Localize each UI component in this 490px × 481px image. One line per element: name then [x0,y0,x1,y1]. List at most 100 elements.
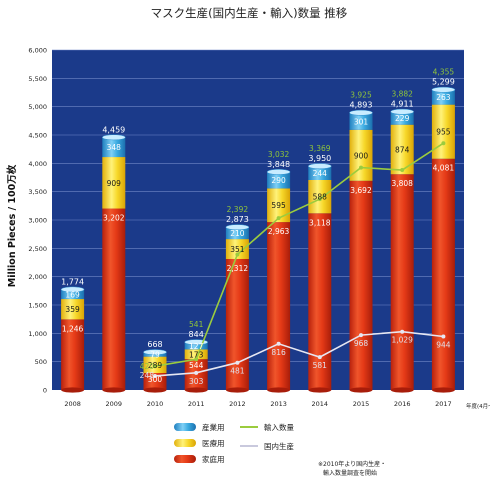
bar-medical [390,124,414,175]
label-industrial: 244 [313,169,328,178]
bar-industrial [184,342,208,350]
y-axis-label: Million Pieces / 100万枚 [6,164,18,287]
label-domestic: 481 [230,367,245,376]
label-domestic: 968 [354,339,369,348]
bar-base [102,387,126,393]
import-point [194,357,199,362]
bar-cap [390,108,414,115]
bar-medical [61,299,85,320]
x-tick-label: 2009 [106,400,123,408]
bar-household [225,258,249,390]
y-tick-label: 5,000 [28,103,47,111]
legend-swatch-household [174,455,196,463]
label-medical: 900 [354,151,369,160]
label-total: 4,893 [350,101,373,110]
label-import: 3,032 [268,150,290,159]
label-import: 3,882 [391,90,413,99]
x-axis-ticks: 2008 2009 2010 2011 2012 2013 2014 2015 2016 2017 [64,400,451,408]
import-point [153,364,157,369]
bar-medical [431,104,455,159]
domestic-point [359,333,363,338]
bar-industrial [390,111,414,125]
bar-household [349,180,373,390]
legend-label-household: 家庭用 [202,454,225,464]
label-domestic: 581 [313,361,328,370]
bar-base [349,387,373,393]
label-medical: 955 [436,128,451,137]
y-tick-label: 0 [43,387,47,395]
x-unit-note: 年度(4月～3月) [466,402,490,410]
y-axis-ticks: 0 500 1,000 1,500 2,000 2,500 3,000 3,500 4,000 4… [28,47,47,395]
y-tick-label: 6,000 [28,47,47,55]
label-import: 541 [189,320,204,329]
label-domestic: 1,029 [391,336,413,345]
bar-household [308,213,332,390]
domestic-point [235,360,240,365]
label-medical: 359 [65,305,80,314]
label-industrial: 290 [271,176,286,185]
domestic-line [154,330,444,377]
bar-medical [102,157,126,209]
label-medical: 909 [107,179,122,188]
label-total: 844 [189,330,204,339]
footnote-line-2: 輸入数量調査を開始 [323,469,377,477]
bar-cap [225,224,250,231]
label-total: 668 [147,340,162,349]
label-industrial: 210 [230,229,245,238]
legend-swatch-industrial [174,423,196,431]
domestic-point [317,355,322,360]
label-total: 3,950 [308,154,331,163]
bar-industrial [308,166,332,180]
label-total: 3,848 [267,160,290,169]
label-industrial: 79 [150,350,160,359]
bar-cap [308,163,332,170]
bar-medical [267,188,291,223]
bar-base [143,387,167,393]
bar-base [61,387,85,393]
label-industrial: 263 [436,93,451,102]
x-tick-label: 2013 [270,400,287,408]
label-household: 300 [148,375,163,384]
bar-cap [266,169,291,175]
label-import: 3,369 [309,144,331,153]
bar-household [390,174,414,390]
label-household: 544 [189,361,204,370]
bar-industrial [61,289,85,300]
y-tick-label: 4,500 [28,132,47,140]
bar-household [102,208,126,390]
label-industrial: 301 [354,117,369,126]
y-tick-label: 3,500 [28,188,47,196]
label-domestic: 816 [271,348,286,357]
bar-base [431,387,455,393]
legend-label-domestic: 国内生産 [264,441,294,451]
label-household: 3,808 [391,179,413,188]
label-industrial: 348 [107,143,122,152]
legend-label-import: 輸入数量 [264,422,294,432]
label-medical: 173 [189,350,204,359]
domestic-point [400,329,405,334]
import-point [359,165,363,170]
bar-household [431,158,455,390]
x-tick-label: 2010 [147,400,164,408]
label-import: 2,392 [227,205,249,214]
label-industrial: 127 [189,342,204,351]
bar-household [143,373,167,390]
series-lines [153,141,446,378]
legend: 産業用 医療用 家庭用 輸入数量 国内生産 [174,422,294,464]
label-medical: 351 [230,245,245,254]
label-total: 5,299 [432,78,455,87]
y-tick-label: 500 [35,358,47,366]
bar-medical [308,179,332,214]
bar-medical [225,239,249,259]
domestic-point [276,341,281,346]
import-point [317,197,322,202]
x-tick-label: 2012 [229,400,246,408]
label-household: 2,963 [268,227,290,236]
import-line [154,142,444,367]
bar-base [184,387,208,393]
bar-medical [184,349,208,360]
label-medical: 874 [395,145,410,154]
bar-household [267,222,291,390]
data-labels: 1,246 359 169 1,774 3,202 909 348 4,459 300 289 79… [61,68,455,386]
chart-title: マスク生産(国内生産・輸入)数量 推移 [151,6,348,20]
